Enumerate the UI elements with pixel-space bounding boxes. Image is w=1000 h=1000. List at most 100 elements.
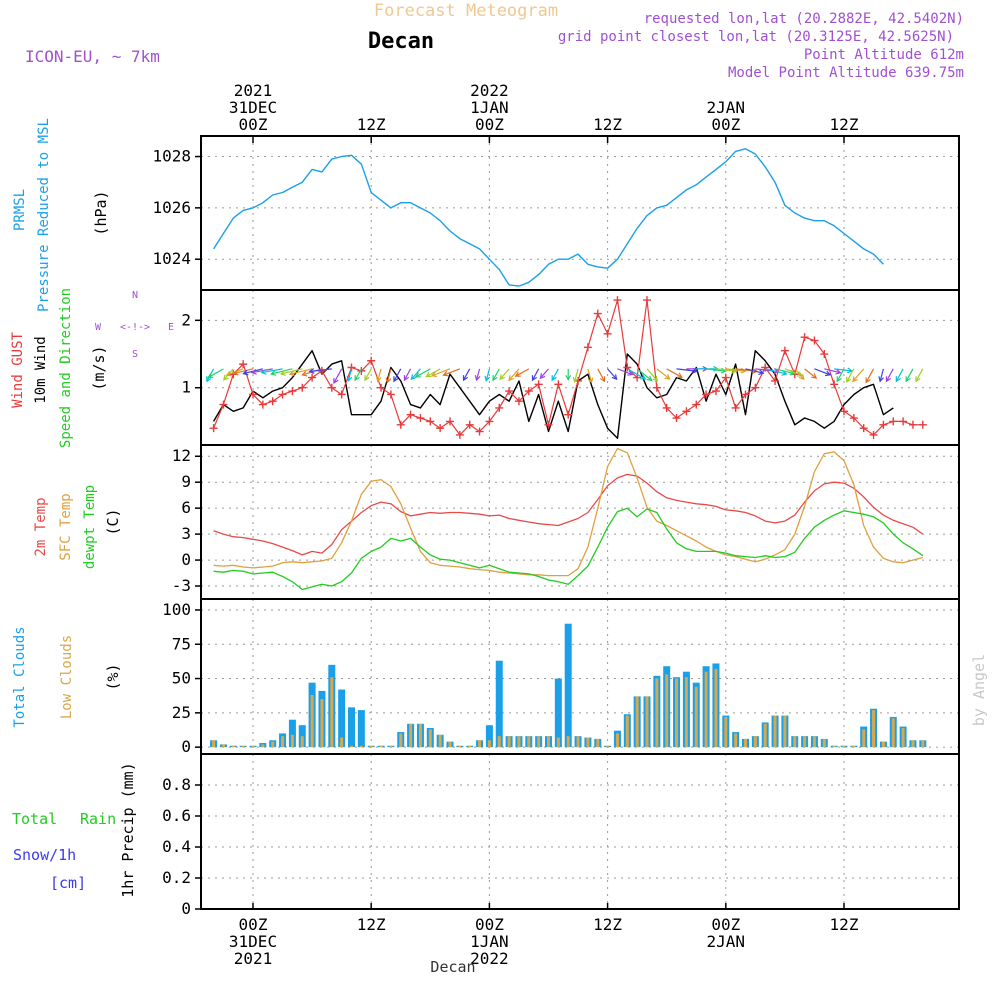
gust-marker (209, 424, 218, 433)
clouds-ytick-label: 0 (181, 737, 191, 756)
low-cloud-bar (448, 741, 452, 748)
gust-marker (377, 383, 386, 392)
gust-marker (239, 360, 248, 369)
wind-arrow-head (825, 370, 832, 377)
wind-arrow (386, 368, 392, 383)
wind-arrow (207, 368, 224, 378)
wind-arrow-head (847, 367, 854, 374)
low-cloud-bar (901, 727, 905, 748)
wind-arrow (656, 368, 670, 380)
pressure-line (213, 148, 884, 287)
low-cloud-bar (576, 736, 580, 748)
clouds-ytick-label: 75 (172, 634, 191, 653)
wind-arrow-head (206, 376, 212, 383)
gust-marker (288, 387, 297, 396)
low-cloud-bar (881, 741, 885, 748)
low-cloud-bar (389, 745, 393, 748)
wind-arrow (426, 368, 441, 378)
wind-arrow-head (865, 377, 871, 384)
precip-ytick-label: 0.2 (162, 868, 191, 887)
wind-arrow-head (207, 372, 214, 378)
gust-marker (436, 424, 445, 433)
temp-ytick-label: 0 (181, 550, 191, 569)
gust-marker (406, 410, 415, 419)
low-cloud-bar (320, 699, 324, 748)
low-cloud-bar (487, 740, 491, 748)
wind-arrow (836, 368, 845, 382)
wind-arrow (915, 368, 924, 382)
gust-marker (455, 430, 464, 439)
wind-arrow-head (852, 376, 858, 383)
low-cloud-bar (645, 696, 649, 748)
low-cloud-bar (556, 737, 560, 748)
gust-marker (889, 417, 898, 426)
low-cloud-bar (753, 736, 757, 748)
low-cloud-bar (625, 715, 629, 748)
wind-labels: Wind GUST 10m Wind Speed and Direction (… (10, 288, 174, 448)
low-cloud-bar (744, 738, 747, 748)
low-cloud-bar (271, 741, 275, 748)
wind-arrow (765, 368, 787, 375)
snow-label: Snow/1h (13, 846, 76, 864)
wind-arrow-head (551, 375, 557, 382)
wind-arrow (364, 368, 372, 381)
wind-arrow (333, 368, 343, 384)
wind-arrow (794, 368, 805, 380)
gust-marker (554, 380, 563, 389)
gust-marker (524, 387, 533, 396)
wind-arrow-head (565, 374, 572, 381)
total-cloud-bar (495, 660, 503, 748)
wind-arrow-head (484, 375, 491, 382)
wind-arrow-head (250, 368, 257, 375)
wind-arrow-head (640, 374, 647, 380)
gust-marker (258, 400, 267, 409)
total-cloud-bar (564, 623, 572, 748)
wind-arrow (539, 368, 549, 379)
wind-arrow (865, 368, 875, 383)
low-cloud-bar (438, 734, 442, 748)
gust-marker (810, 336, 819, 345)
wind-arrow (846, 368, 855, 383)
gust-marker (741, 390, 750, 399)
wind-arrow-head (492, 375, 498, 382)
low-cloud-bar (517, 736, 521, 748)
wind-arrow-head (835, 368, 842, 375)
low-cloud-bar (852, 745, 856, 748)
watermark: by Angel (970, 654, 988, 726)
gust-marker (514, 397, 523, 406)
wind-arrow-head (664, 374, 671, 380)
wind-arrow (745, 368, 764, 374)
wind-arrow-head (279, 370, 287, 376)
gust-marker (475, 427, 484, 436)
top-time-label: 00Z (239, 115, 268, 134)
temp-ytick-label: 3 (181, 524, 191, 543)
wind-arrow (885, 368, 894, 382)
low-cloud-bar (409, 723, 413, 748)
low-cloud-bar (773, 715, 777, 748)
gust-marker (505, 387, 514, 396)
model-label: ICON-EU, ~ 7km (25, 47, 160, 66)
top-time-label: 31DEC (229, 98, 277, 117)
gust-marker (771, 376, 780, 385)
wind-arrow (715, 368, 737, 372)
sfc-temp-line (213, 447, 923, 577)
precip-axis-label: 1hr Precip (mm) (119, 762, 137, 897)
wind-arrow-head (499, 374, 505, 381)
prmsl-label: PRMSL (12, 189, 28, 231)
low-cloud-bar (734, 733, 738, 748)
wind-arrow-head (508, 375, 514, 382)
cloud-labels: Total Clouds Low Clouds (%) (12, 626, 122, 727)
wind-arrow (233, 368, 254, 375)
wind-arrow-head (232, 369, 239, 376)
wind-gust-label: Wind GUST (10, 332, 26, 408)
precip-ytick-label: 0 (181, 899, 191, 918)
wind-arrow (905, 368, 914, 382)
low-cloud-bar (842, 745, 846, 748)
gust-marker (416, 414, 425, 423)
wind-arrow-head (270, 370, 277, 376)
wind-arrow (393, 368, 402, 382)
gust-marker (583, 343, 592, 352)
compass-s: S (132, 349, 138, 360)
t2m-line (213, 473, 924, 556)
low-cloud-bar (527, 736, 531, 748)
